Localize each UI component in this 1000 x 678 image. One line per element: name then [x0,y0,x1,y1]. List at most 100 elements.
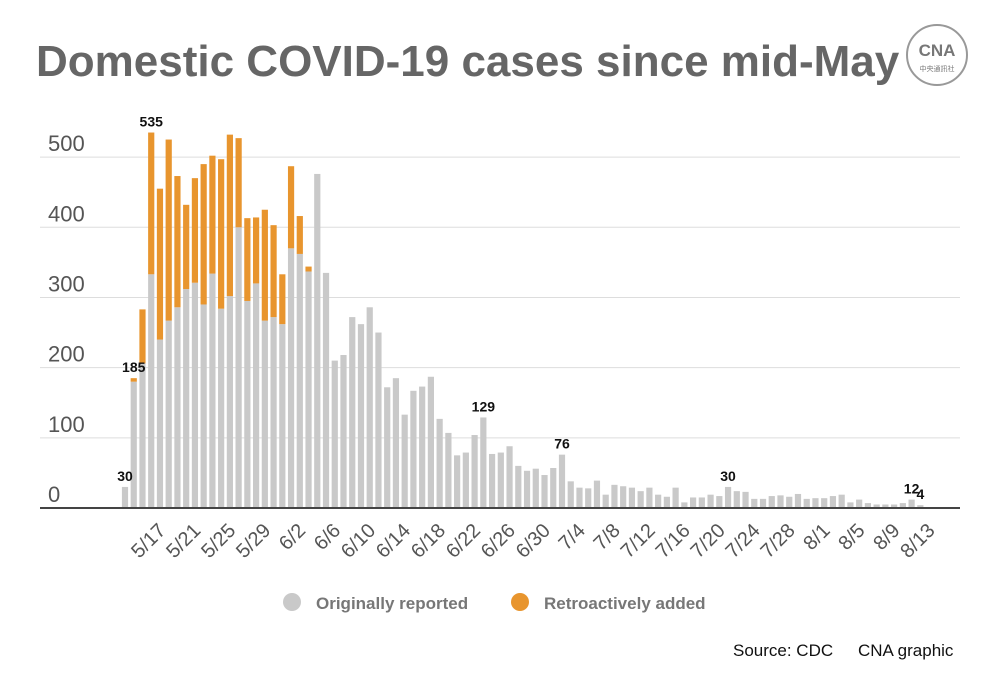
bar [183,204,190,290]
bar [794,493,802,508]
bar [558,454,566,508]
bar [287,166,295,249]
bar [331,360,338,508]
bar [261,320,268,508]
bar [235,138,242,228]
bar [829,496,837,508]
bar [305,271,312,508]
bar [148,274,155,508]
bar [436,418,443,508]
bar [191,282,199,508]
bar [768,496,775,508]
bar [576,487,583,508]
bar [270,225,277,318]
data-label: 129 [472,398,496,414]
bar [462,452,469,508]
bar [480,417,487,508]
bar [392,378,400,508]
bar [847,502,854,508]
bar [139,363,146,508]
legend-label: Originally reported [316,594,468,613]
bar [655,494,662,508]
bar [427,376,434,508]
bar [541,475,548,508]
bar [724,486,732,508]
bar [121,486,129,508]
bar [646,487,653,508]
bar [218,159,225,309]
bar [270,317,277,508]
bar [690,497,697,508]
logo: CNA [919,41,956,60]
bar [550,467,557,508]
bar [891,504,898,508]
bar [777,495,784,508]
data-label: 185 [122,359,146,375]
bar [515,465,522,508]
bar [174,307,181,508]
bar [139,309,146,364]
bar [209,155,216,274]
bar [672,487,679,508]
data-label: 12 [904,481,920,497]
bar [611,484,618,508]
data-label: 76 [554,436,570,452]
bar [357,324,365,508]
bar [130,381,137,508]
bar [296,216,303,254]
data-label: 535 [140,114,164,130]
bar [497,452,504,508]
bar [602,494,609,508]
bar [751,498,758,508]
y-tick-label: 0 [48,482,60,507]
bar [637,491,644,508]
bar [786,496,793,508]
bar [174,176,181,308]
credit: CNA graphic [858,641,954,660]
bar [322,272,330,508]
y-tick-label: 200 [48,342,85,367]
bar [226,134,233,297]
bar [244,300,251,508]
logo-subtext: 中央通訊社 [920,64,955,73]
bar [419,386,426,508]
bar [340,355,347,508]
bar [663,496,670,508]
bar [183,289,190,508]
logo-ring [906,24,968,86]
bar [200,164,207,305]
y-tick-label: 100 [48,412,85,437]
bar [567,481,574,508]
bar [506,446,513,508]
data-label: 4 [916,486,924,502]
bar [191,178,199,283]
bar [226,296,233,508]
legend-marker [511,593,529,611]
bar [759,498,767,508]
y-tick-label: 500 [48,131,85,156]
bar [296,253,303,508]
bar [882,504,889,508]
data-label: 30 [117,468,133,484]
source: Source: CDC [733,641,833,660]
bar [454,455,461,508]
bar [130,378,137,382]
bar [287,248,295,508]
bar [410,390,417,508]
bar [917,505,924,508]
bar [620,486,627,508]
bar [864,503,871,508]
bar [401,414,408,508]
bar [873,504,880,508]
bar [305,266,312,272]
bar [908,499,915,508]
bar [445,432,452,508]
bar [821,498,828,508]
bar [488,453,496,508]
bar [471,435,478,508]
bar [733,491,740,508]
bar [716,496,723,508]
chart-title: Domestic COVID-19 cases since mid-May [36,37,900,86]
